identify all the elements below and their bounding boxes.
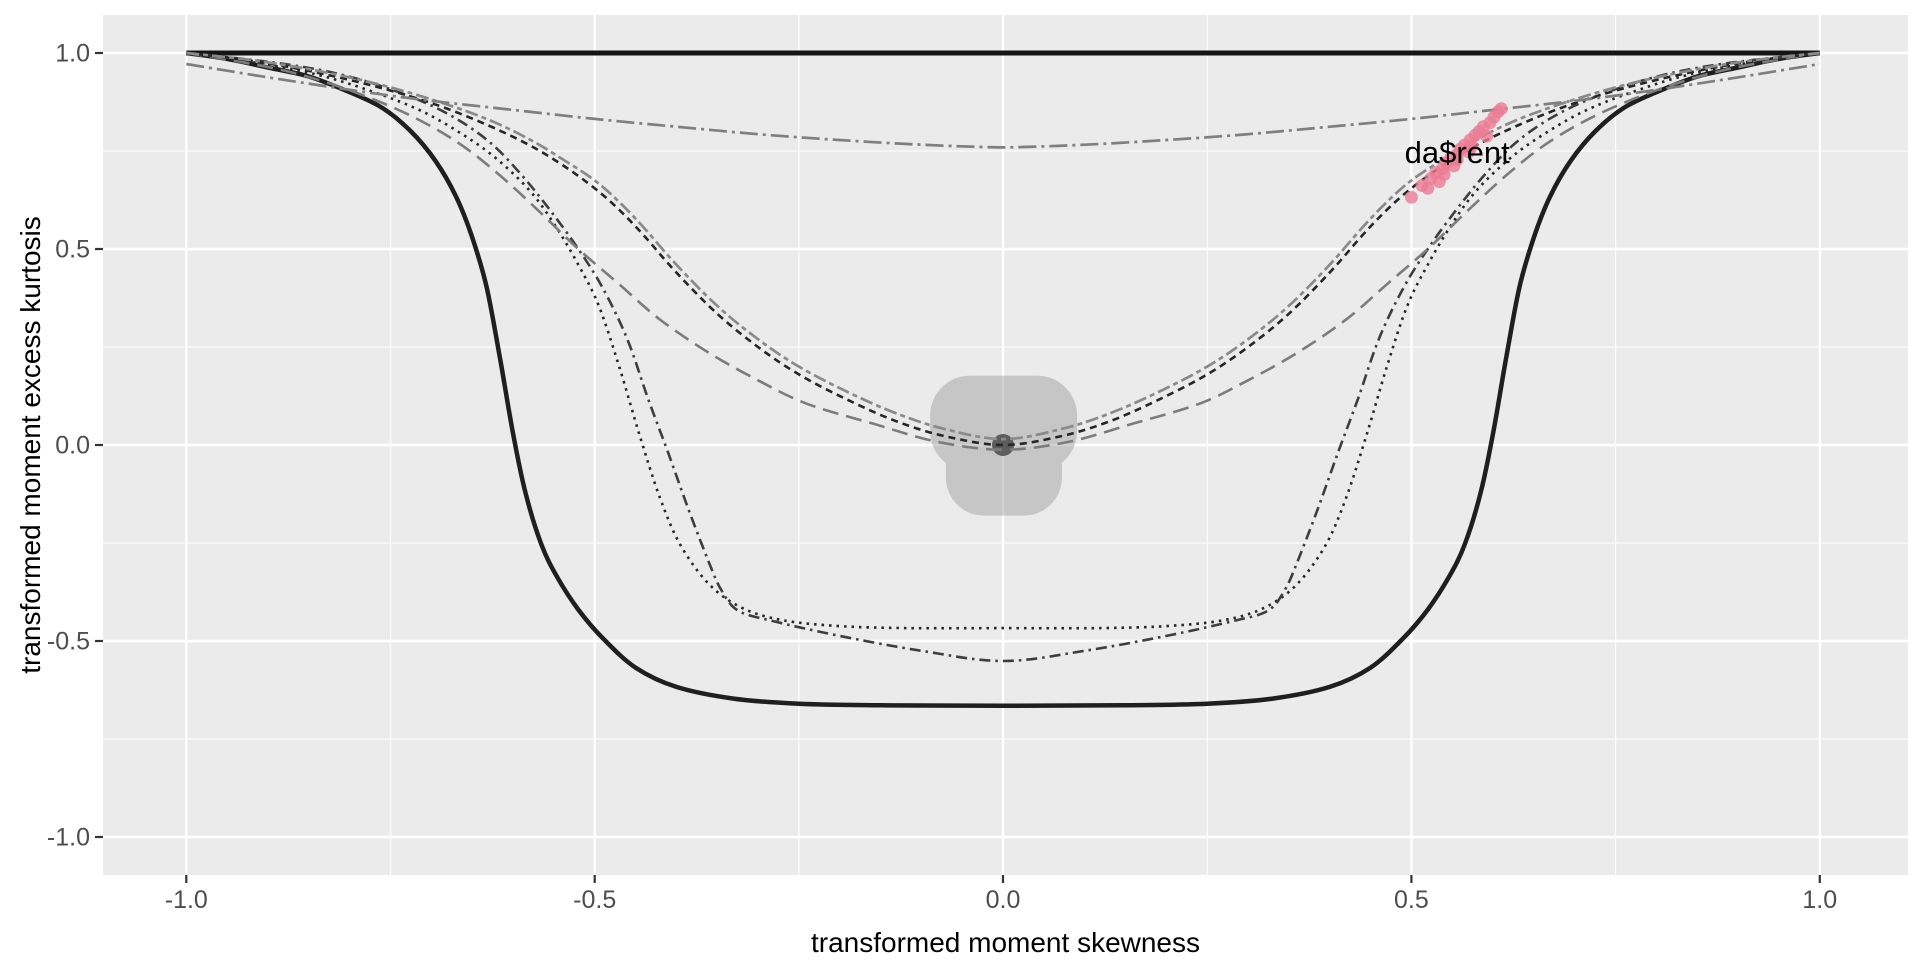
scatter-points-layer [1404, 102, 1508, 204]
x-tick-label: 0.0 [986, 886, 1021, 914]
boundary-curves-layer [185, 50, 1821, 708]
x-tick-label: -0.5 [573, 886, 616, 914]
dashed-curve [186, 51, 1820, 447]
scatter-point [1494, 102, 1508, 116]
y-tick-label: -0.5 [47, 628, 90, 656]
y-tick-label: 1.0 [55, 40, 90, 68]
lower-boundary-curve [185, 50, 1821, 708]
shallow-twodash-curve [186, 62, 1821, 149]
scatter-point [1480, 129, 1494, 143]
axis-ticks-layer: -1.0 -0.5 0.0 0.5 1.0 1.0 0.5 0.0 -0.5 -1.0 [47, 40, 1837, 915]
x-tick-label: 0.5 [1394, 886, 1429, 914]
y-axis-title: transformed moment excess kurtosis [15, 216, 46, 674]
x-axis-title: transformed moment skewness [811, 927, 1200, 958]
y-tick-label: 0.5 [55, 236, 90, 264]
scatter-point [1421, 181, 1435, 195]
dashdot-curve [186, 51, 1820, 663]
x-tick-label: -1.0 [165, 886, 208, 914]
scatter-point [1404, 190, 1418, 204]
x-tick-label: 1.0 [1802, 886, 1837, 914]
dotted-curve [186, 51, 1820, 630]
scatter-point [1465, 139, 1479, 153]
scatter-point [1450, 153, 1464, 167]
scatter-point [1437, 168, 1451, 181]
twodash-curve [186, 51, 1820, 441]
y-tick-label: -1.0 [47, 824, 90, 852]
series-annotation-label: da$rent [1405, 135, 1511, 170]
y-tick-label: 0.0 [55, 432, 90, 460]
longdash-curve [186, 51, 1821, 451]
